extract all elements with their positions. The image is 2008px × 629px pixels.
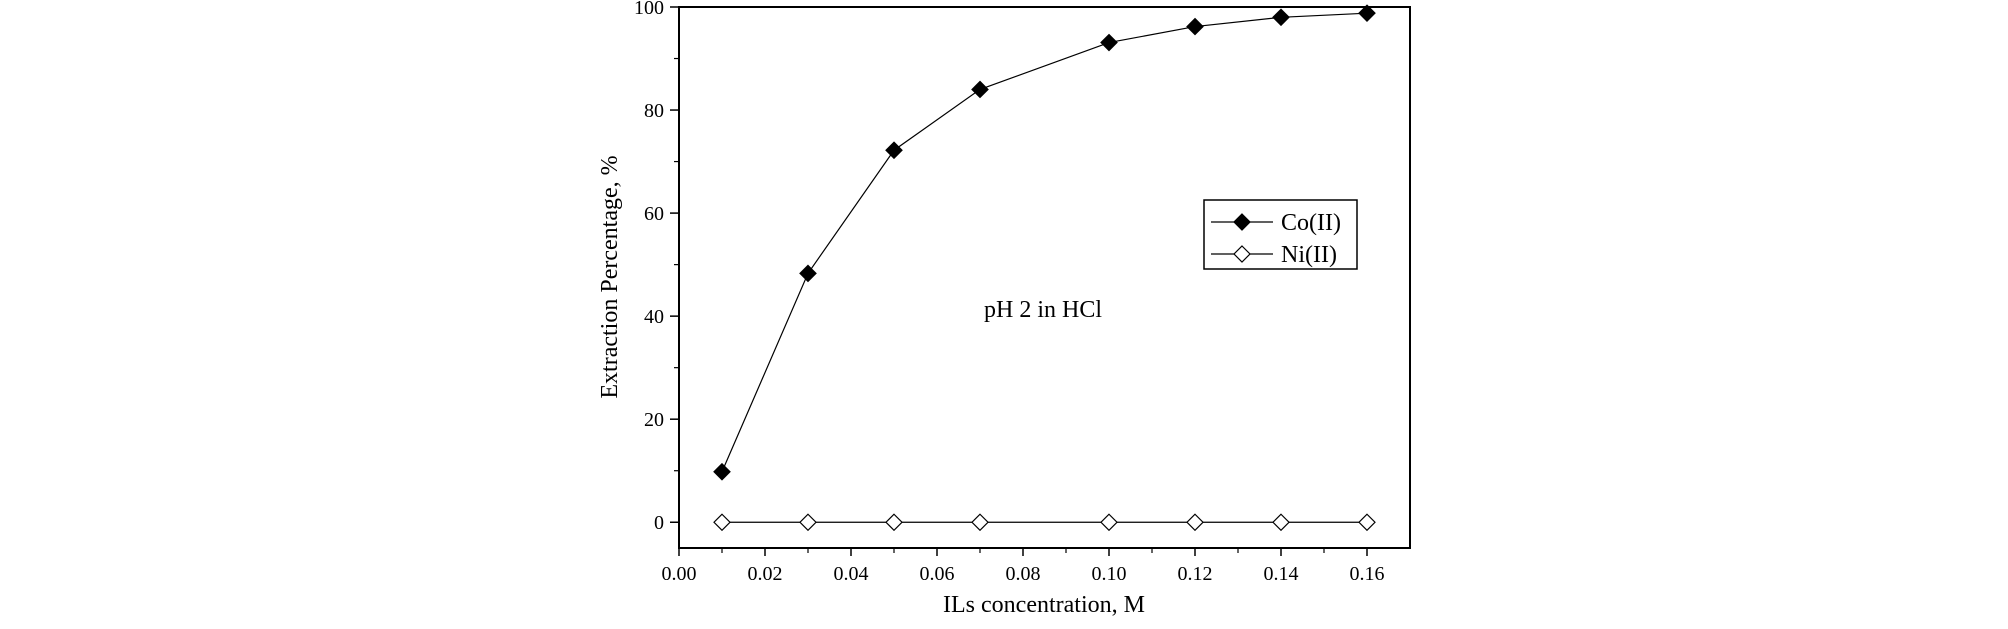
- chart-annotation: pH 2 in HCl: [984, 297, 1102, 323]
- data-point-co: [971, 80, 989, 99]
- x-tick-label: 0.06: [920, 563, 955, 585]
- data-point-co: [1272, 8, 1290, 27]
- data-point-ni: [1358, 513, 1376, 532]
- data-point-co: [1358, 4, 1376, 23]
- legend: Co(II) Ni(II): [1203, 199, 1358, 270]
- y-tick-label: 20: [644, 409, 664, 431]
- y-tick-label: 40: [644, 306, 664, 328]
- data-point-ni: [799, 513, 817, 532]
- data-point-co: [1186, 17, 1204, 36]
- series-layer: [713, 4, 1376, 532]
- data-point-ni: [971, 513, 989, 532]
- y-tick-label: 100: [634, 0, 664, 19]
- y-axis-label: Extraction Percentage, %: [597, 155, 623, 398]
- data-point-ni: [1100, 513, 1118, 532]
- y-axis-ticks: 0 20 40 60 80 100: [634, 0, 679, 534]
- data-point-co: [1100, 33, 1118, 52]
- data-point-ni: [1272, 513, 1290, 532]
- legend-label-ni: Ni(II): [1281, 242, 1337, 268]
- x-tick-label: 0.14: [1264, 563, 1299, 585]
- y-tick-label: 80: [644, 100, 664, 122]
- legend-box: [1203, 199, 1358, 270]
- legend-marker-co: [1233, 213, 1251, 231]
- x-tick-label: 0.00: [662, 563, 697, 585]
- y-tick-label: 0: [654, 512, 664, 534]
- legend-marker-ni: [1233, 245, 1251, 263]
- x-tick-label: 0.10: [1092, 563, 1127, 585]
- x-axis-label: ILs concentration, M: [943, 592, 1145, 618]
- x-tick-label: 0.12: [1178, 563, 1213, 585]
- legend-label-co: Co(II): [1281, 210, 1341, 236]
- plot-frame: [678, 6, 1411, 549]
- data-point-co: [885, 141, 903, 160]
- data-point-ni: [885, 513, 903, 532]
- data-point-ni: [713, 513, 731, 532]
- y-tick-label: 60: [644, 203, 664, 225]
- x-axis-ticks: 0.00 0.02 0.04 0.06 0.08 0.10 0.12 0.14 0.16: [662, 548, 1385, 585]
- x-tick-label: 0.04: [834, 563, 869, 585]
- data-point-co: [799, 264, 817, 283]
- series-line-co: [721, 12, 1368, 472]
- x-tick-label: 0.02: [748, 563, 783, 585]
- x-tick-label: 0.16: [1350, 563, 1385, 585]
- x-tick-label: 0.08: [1006, 563, 1041, 585]
- data-point-ni: [1186, 513, 1204, 532]
- data-point-co: [713, 462, 731, 481]
